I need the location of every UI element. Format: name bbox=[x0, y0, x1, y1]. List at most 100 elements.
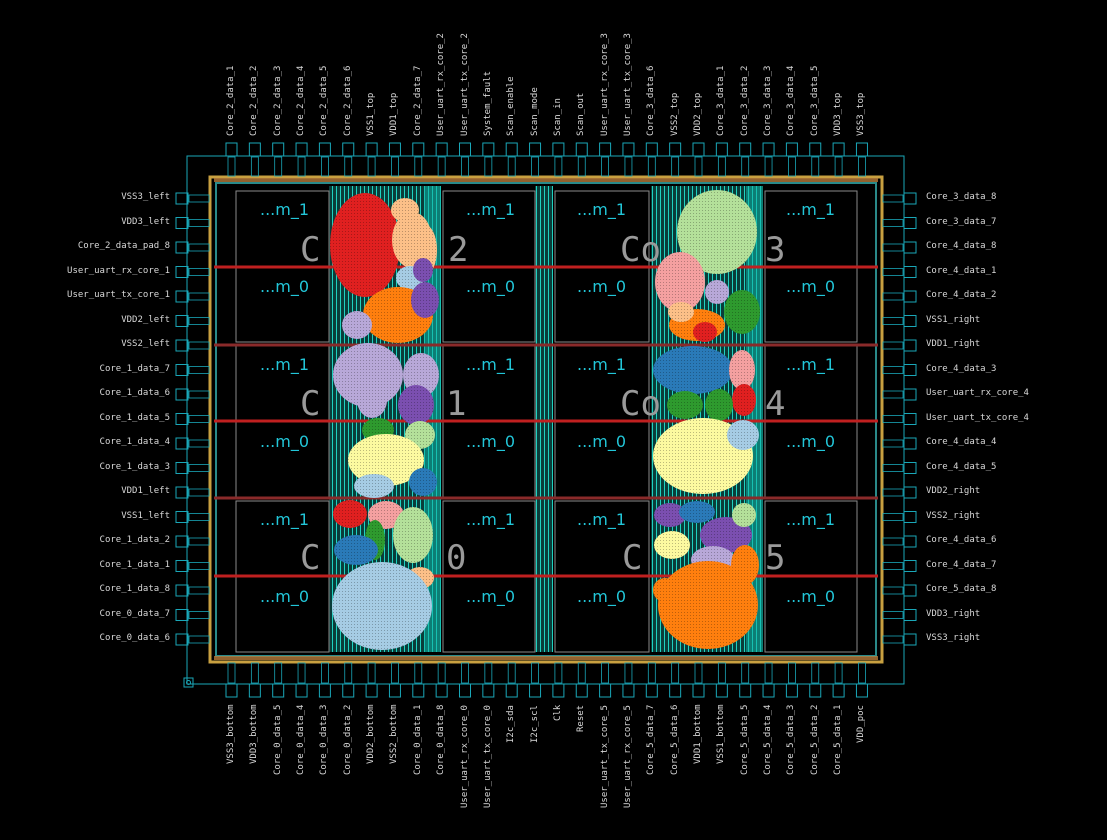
pad-right bbox=[903, 241, 917, 254]
pad-right bbox=[903, 535, 917, 548]
pin-label-left: Core_1_data_4 bbox=[99, 437, 170, 447]
block-label-core0-m1: ...m_1 bbox=[260, 510, 310, 529]
cluster-texture bbox=[411, 282, 439, 318]
block-label-core4-m1: ...m_1 bbox=[786, 355, 836, 374]
core1-label-digit: 1 bbox=[446, 384, 467, 424]
pad-bottom bbox=[459, 683, 471, 698]
pad-bottom-inner bbox=[344, 662, 353, 684]
pin-label-right: Core_3_data_7 bbox=[926, 216, 997, 227]
pad-top-inner bbox=[391, 156, 399, 177]
pad-bottom bbox=[692, 683, 705, 698]
pad-bottom-inner bbox=[788, 662, 796, 684]
pad-bottom bbox=[435, 683, 448, 698]
pad-top bbox=[295, 142, 308, 157]
cluster-texture bbox=[357, 382, 387, 418]
pad-left-inner bbox=[188, 390, 210, 399]
pin-label-left: VSS3_left bbox=[121, 192, 170, 202]
pin-label-top: Core_2_data_4 bbox=[296, 65, 307, 136]
cluster-texture bbox=[654, 531, 690, 559]
pin-label-right: Core_4_data_2 bbox=[926, 290, 997, 300]
pad-top bbox=[855, 142, 868, 157]
pad-bottom-inner bbox=[461, 662, 469, 684]
pad-bottom-inner bbox=[414, 662, 423, 684]
pin-label-left: Core_0_data_7 bbox=[99, 608, 170, 619]
block-label-core3a-m0: ...m_0 bbox=[577, 277, 627, 296]
pad-bottom bbox=[739, 683, 752, 698]
pin-label-bottom: VDD2_bottom bbox=[366, 704, 377, 765]
pad-right-inner bbox=[882, 317, 904, 325]
pin-label-bottom: Core_5_data_2 bbox=[809, 704, 820, 776]
core3-label-c: Co bbox=[620, 230, 661, 270]
pad-top bbox=[715, 142, 728, 157]
placement-clusters bbox=[330, 190, 760, 650]
pin-label-top: Core_2_data_2 bbox=[249, 65, 260, 136]
cluster-texture bbox=[700, 517, 752, 553]
origin-marker-dot bbox=[186, 680, 191, 685]
pad-left-inner bbox=[188, 415, 210, 423]
pin-label-left: VSS2_left bbox=[121, 339, 170, 349]
pin-label-top: Core_2_data_3 bbox=[272, 65, 283, 136]
pad-top bbox=[692, 142, 705, 157]
pad-bottom bbox=[388, 683, 401, 698]
pad-top-inner bbox=[320, 156, 329, 177]
pad-left-inner bbox=[188, 341, 210, 350]
cluster-texture bbox=[727, 420, 759, 450]
io-pads bbox=[175, 142, 917, 698]
pad-right bbox=[903, 315, 917, 327]
pin-label-bottom: Core_5_data_7 bbox=[646, 704, 657, 776]
pad-left bbox=[175, 560, 189, 572]
pad-bottom bbox=[225, 683, 238, 698]
pad-top-inner bbox=[297, 156, 306, 177]
core2-label-digit: 2 bbox=[448, 230, 469, 270]
pad-bottom-inner bbox=[671, 662, 680, 684]
pad-top bbox=[342, 142, 355, 157]
pad-top bbox=[739, 142, 752, 157]
pad-right-inner bbox=[882, 611, 904, 619]
pin-label-top: Core_3_data_6 bbox=[646, 65, 657, 136]
pin-label-top: VSS3_top bbox=[856, 92, 867, 136]
pin-label-top: System_fault bbox=[482, 70, 493, 136]
pad-right bbox=[903, 266, 917, 278]
pin-label-left: VSS1_left bbox=[121, 510, 170, 521]
cluster-texture bbox=[654, 503, 686, 527]
pad-top-inner bbox=[414, 156, 423, 177]
pad-bottom-inner bbox=[858, 662, 866, 684]
pin-label-bottom: VDD3_bottom bbox=[249, 704, 260, 765]
pad-right bbox=[903, 486, 917, 499]
pad-bottom bbox=[715, 683, 728, 698]
cluster-texture bbox=[693, 322, 717, 342]
cluster-texture bbox=[391, 198, 419, 222]
pad-left bbox=[175, 511, 189, 523]
pad-left-inner bbox=[188, 537, 210, 546]
pad-left bbox=[175, 217, 189, 229]
pad-bottom bbox=[482, 683, 495, 698]
cluster-texture bbox=[667, 391, 703, 419]
pin-label-left: Core_1_data_8 bbox=[99, 584, 170, 594]
pin-label-top: User_uart_tx_core_3 bbox=[622, 33, 633, 136]
pad-top bbox=[622, 142, 635, 157]
pad-right bbox=[903, 437, 917, 450]
pin-label-top: Scan_enable bbox=[506, 76, 517, 136]
pin-label-bottom: Core_0_data_8 bbox=[436, 704, 447, 776]
block-label-core0b-m1: ...m_1 bbox=[466, 510, 516, 529]
pad-top bbox=[645, 142, 658, 157]
pad-left bbox=[175, 535, 189, 548]
pin-label-bottom: User_uart_tx_core_5 bbox=[599, 704, 610, 808]
pad-top bbox=[388, 142, 401, 157]
pad-bottom bbox=[552, 683, 565, 698]
pad-bottom-inner bbox=[484, 662, 493, 684]
pad-left bbox=[175, 633, 189, 646]
pad-bottom bbox=[365, 683, 378, 698]
pin-label-top: Core_3_data_3 bbox=[763, 65, 774, 136]
pad-bottom bbox=[785, 683, 798, 698]
pin-label-left: Core_1_data_2 bbox=[99, 535, 170, 545]
pad-bottom-inner bbox=[647, 662, 656, 684]
pad-left-inner bbox=[188, 268, 210, 276]
pin-label-top: Core_3_data_1 bbox=[716, 65, 727, 136]
pin-label-right: User_uart_tx_core_4 bbox=[926, 412, 1029, 423]
pad-top bbox=[318, 142, 331, 157]
pad-left-inner bbox=[188, 488, 210, 497]
pad-top-inner bbox=[624, 156, 633, 177]
pad-bottom bbox=[318, 683, 331, 698]
pad-left bbox=[175, 437, 189, 450]
